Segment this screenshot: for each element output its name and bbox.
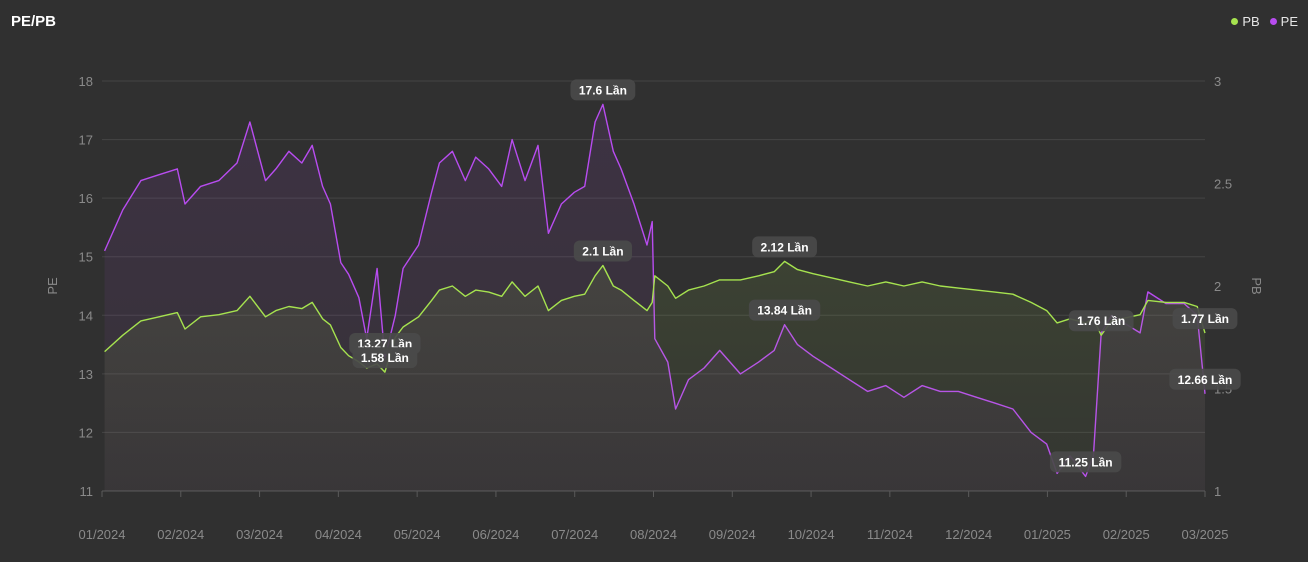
annotation-pb: 2.1 Lần — [573, 240, 632, 262]
annotation-box — [748, 299, 821, 321]
legend-dot-pe-icon — [1269, 18, 1277, 25]
annotation-box — [1172, 308, 1238, 330]
y-left-axis-label: PE — [45, 277, 60, 295]
annotation-box — [352, 347, 418, 369]
annotation-label: 2.1 Lần — [582, 245, 623, 259]
x-tick-label: 08/2024 — [630, 527, 677, 542]
annotation-pb: 1.58 Lần — [352, 347, 418, 369]
annotation-box — [573, 240, 632, 262]
annotation-label: 1.58 Lần — [361, 351, 409, 365]
y-left-tick-label: 14 — [79, 308, 93, 323]
x-tick-label: 07/2024 — [551, 527, 598, 542]
legend-label-pb: PB — [1242, 14, 1260, 29]
x-tick-label: 10/2024 — [788, 527, 835, 542]
annotation-box — [1169, 368, 1241, 390]
annotation-box — [1068, 310, 1134, 332]
y-left-tick-label: 11 — [80, 484, 94, 499]
annotation-label: 1.76 Lần — [1077, 314, 1125, 328]
series-area-pb — [104, 261, 1206, 491]
y-right-tick-label: 1 — [1214, 484, 1221, 499]
annotation-pe: 11.25 Lần — [1049, 451, 1122, 473]
annotation-label: 12.66 Lần — [1178, 373, 1233, 387]
annotation-label: 2.12 Lần — [761, 240, 809, 254]
x-tick-label: 05/2024 — [394, 527, 441, 542]
annotation-pb: 1.77 Lần — [1172, 308, 1238, 330]
annotation-pb: 1.76 Lần — [1068, 310, 1134, 332]
y-left-tick-label: 13 — [79, 367, 93, 382]
y-left-tick-label: 12 — [79, 425, 93, 440]
x-tick-label: 01/2025 — [1024, 527, 1071, 542]
annotation-pb: 2.12 Lần — [752, 236, 817, 258]
y-right-axis-label: PB — [1249, 277, 1264, 294]
legend-item-pe[interactable]: PE — [1269, 14, 1298, 29]
annotation-label: 13.84 Lần — [757, 304, 812, 318]
annotation-label: 11.25 Lần — [1059, 455, 1113, 469]
x-tick-label: 01/2024 — [79, 527, 126, 542]
x-tick-label: 12/2024 — [945, 527, 992, 542]
y-right-tick-label: 2.5 — [1214, 177, 1232, 192]
legend-dot-pb-icon — [1231, 18, 1239, 25]
series-lines — [103, 103, 1206, 492]
y-right-tick-label: 2 — [1214, 279, 1221, 294]
y-left-tick-label: 16 — [79, 191, 93, 206]
y-left-tick-label: 18 — [79, 74, 93, 89]
x-tick-label: 03/2024 — [236, 527, 283, 542]
y-right-tick-label: 3 — [1214, 74, 1221, 89]
axis-ticks: 111213141516171811.522.5301/202402/20240… — [45, 74, 1264, 542]
annotation-label: 17.6 Lần — [579, 83, 627, 97]
x-tick-label: 11/2024 — [867, 527, 913, 542]
x-tick-label: 03/2025 — [1182, 527, 1229, 542]
annotation-box — [1049, 451, 1122, 473]
annotation-box — [752, 236, 817, 258]
chart-legend: PB PE — [1231, 14, 1298, 29]
annotation-pe: 13.84 Lần — [748, 299, 821, 321]
legend-item-pb[interactable]: PB — [1231, 14, 1260, 29]
chart-title: PE/PB — [11, 13, 57, 30]
annotation-label: 1.77 Lần — [1181, 312, 1229, 326]
annotation-pe: 17.6 Lần — [570, 79, 636, 101]
y-left-tick-label: 17 — [79, 133, 93, 148]
series-line-pb — [104, 260, 1206, 373]
legend-label-pe: PE — [1280, 14, 1298, 29]
annotation-box — [570, 79, 636, 101]
y-left-tick-label: 15 — [79, 250, 93, 265]
annotation-pe: 12.66 Lần — [1169, 368, 1241, 390]
x-tick-label: 04/2024 — [315, 527, 362, 542]
x-tick-label: 06/2024 — [472, 527, 519, 542]
x-tick-label: 02/2024 — [157, 527, 204, 542]
x-tick-label: 02/2025 — [1103, 527, 1150, 542]
x-tick-label: 09/2024 — [709, 527, 756, 542]
